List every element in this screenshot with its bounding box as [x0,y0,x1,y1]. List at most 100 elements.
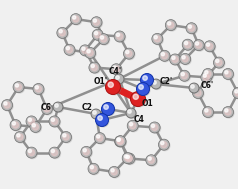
Circle shape [94,19,99,25]
Circle shape [148,157,154,163]
Circle shape [82,47,88,53]
Circle shape [87,50,90,53]
Circle shape [93,19,96,22]
Circle shape [91,64,97,70]
Circle shape [3,101,13,111]
Circle shape [63,134,69,140]
Circle shape [12,121,21,131]
Circle shape [4,102,10,108]
Circle shape [128,110,136,119]
Circle shape [81,146,92,157]
Circle shape [35,86,39,89]
Circle shape [185,42,191,48]
Circle shape [79,45,91,56]
Circle shape [117,138,120,141]
Circle shape [165,20,176,31]
Text: O1': O1' [94,77,108,87]
Circle shape [233,88,238,98]
Circle shape [149,122,160,133]
Circle shape [114,136,126,147]
Circle shape [118,138,124,144]
Circle shape [57,27,68,38]
Circle shape [10,119,21,131]
Circle shape [126,156,132,162]
Circle shape [195,42,199,45]
Circle shape [115,136,126,147]
Circle shape [126,108,136,118]
Circle shape [126,155,129,159]
Circle shape [153,81,161,89]
Circle shape [49,116,60,127]
Circle shape [207,43,213,49]
Text: O1: O1 [142,98,154,108]
Circle shape [225,109,228,112]
Circle shape [51,118,55,121]
Circle shape [49,147,60,158]
Circle shape [111,169,117,175]
Circle shape [81,46,91,56]
Circle shape [124,154,134,164]
Circle shape [93,18,102,28]
Circle shape [204,108,214,118]
Circle shape [182,56,185,59]
Circle shape [168,22,171,25]
Circle shape [125,155,135,164]
Circle shape [137,83,149,95]
Circle shape [205,109,208,112]
Circle shape [113,66,116,69]
Circle shape [117,138,120,141]
Circle shape [193,40,204,51]
Circle shape [180,72,190,82]
Circle shape [91,17,102,28]
Circle shape [30,122,41,132]
Circle shape [182,56,188,62]
Text: C4: C4 [134,115,144,125]
Circle shape [29,118,35,124]
Circle shape [126,50,129,54]
Circle shape [153,35,163,45]
Circle shape [93,111,96,114]
Circle shape [89,165,99,175]
Circle shape [66,46,69,50]
Circle shape [97,135,100,138]
Circle shape [55,104,58,107]
Circle shape [235,90,238,93]
Circle shape [110,168,120,178]
Circle shape [98,116,102,120]
Circle shape [140,74,154,87]
Circle shape [195,90,201,96]
Circle shape [151,123,161,133]
Circle shape [41,103,52,114]
Circle shape [194,89,204,99]
Circle shape [94,133,105,144]
Circle shape [60,132,71,143]
Circle shape [13,122,19,128]
Circle shape [91,109,101,119]
Circle shape [32,124,39,130]
Circle shape [98,34,109,45]
Circle shape [90,166,94,169]
Circle shape [216,60,222,66]
Circle shape [96,134,106,144]
Circle shape [53,102,63,112]
Circle shape [128,110,131,113]
Circle shape [161,141,164,145]
Circle shape [51,118,58,124]
Circle shape [223,68,233,79]
Circle shape [122,153,133,164]
Circle shape [90,166,97,172]
Circle shape [225,71,231,77]
Circle shape [51,149,58,156]
Circle shape [181,72,184,76]
Circle shape [13,82,24,93]
Circle shape [97,115,109,127]
Circle shape [125,155,131,161]
Circle shape [139,85,143,89]
Circle shape [91,64,94,67]
Circle shape [43,105,53,115]
Circle shape [116,76,119,79]
Circle shape [28,118,31,121]
Circle shape [72,15,82,25]
Circle shape [101,36,107,42]
Circle shape [95,114,109,126]
